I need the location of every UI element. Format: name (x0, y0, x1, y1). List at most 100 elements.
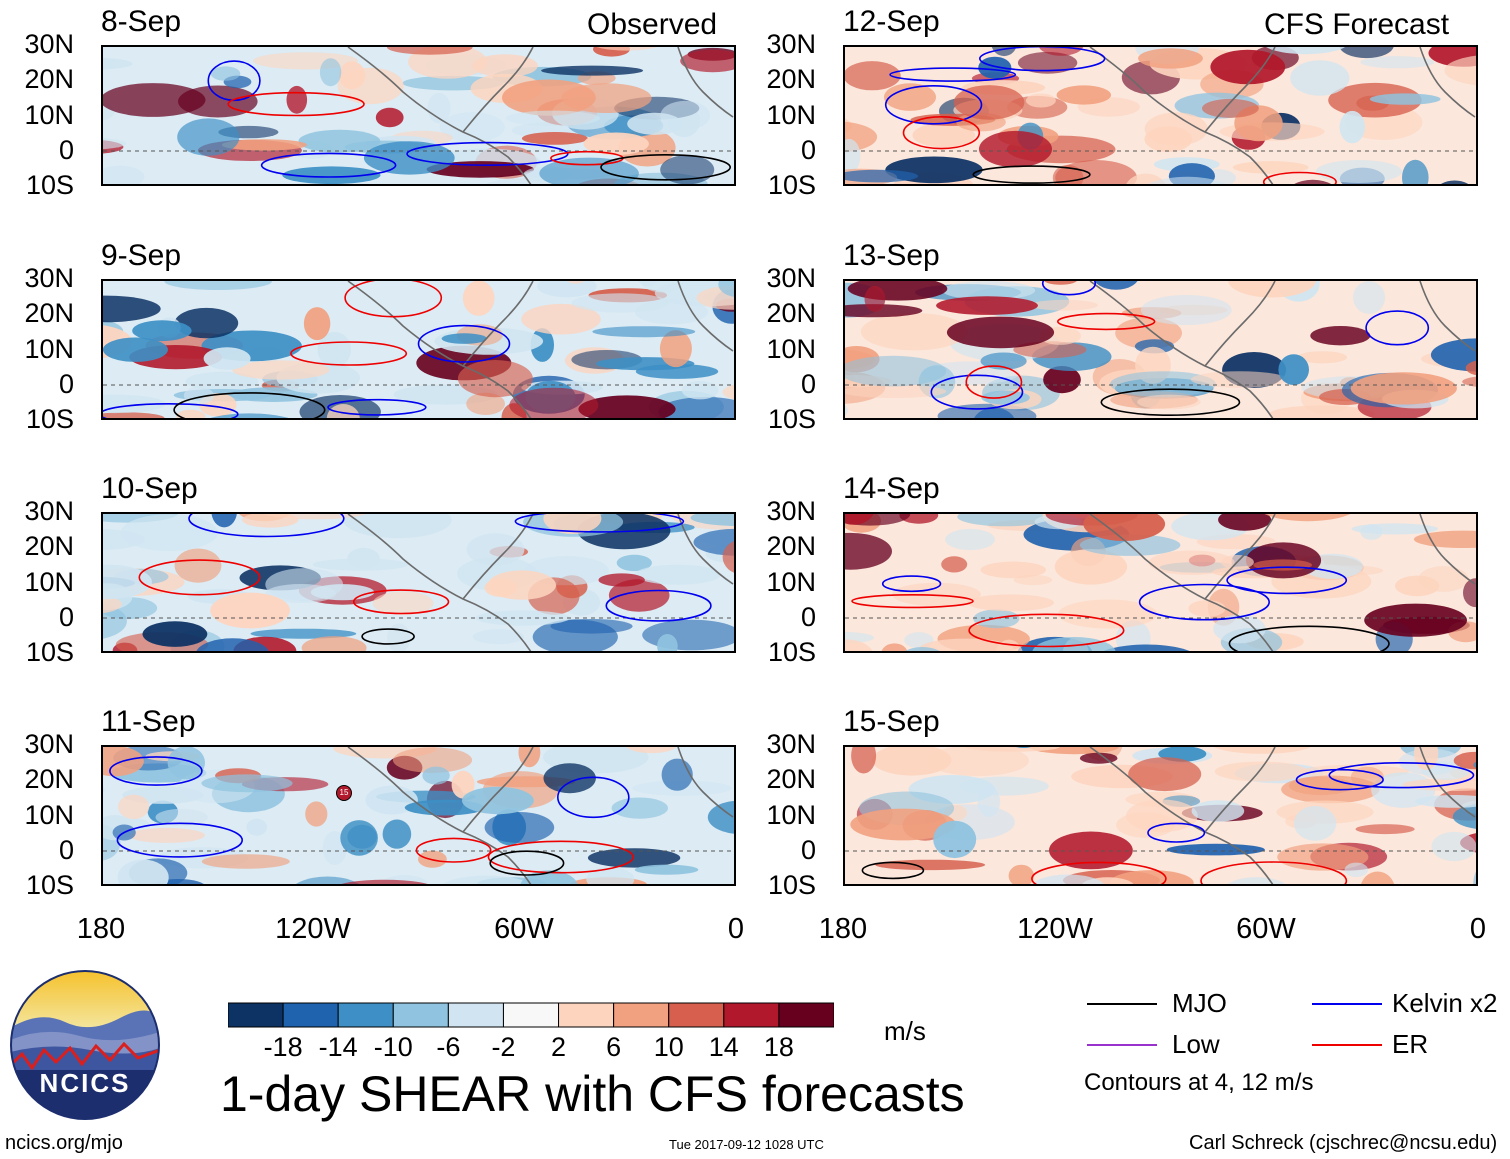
positive-shear-region (462, 281, 495, 316)
negative-shear-region (707, 800, 734, 834)
negative-shear-region (1213, 614, 1266, 644)
mjo-contour (361, 628, 415, 645)
er-contour (227, 91, 365, 117)
y-tick-label: 10S (767, 170, 816, 200)
negative-shear-region (661, 758, 693, 791)
negative-shear-region (210, 66, 241, 81)
positive-shear-region (912, 123, 976, 148)
y-tick-label: 20N (766, 64, 816, 94)
website-link[interactable]: ncics.org/mjo (5, 1132, 123, 1154)
positive-shear-region (1462, 376, 1476, 387)
negative-shear-region (246, 818, 267, 836)
positive-shear-region (845, 639, 873, 651)
y-tick-label: 10N (24, 334, 74, 364)
negative-shear-region (690, 514, 734, 526)
kelvin-contour (1147, 822, 1206, 843)
positive-shear-region (884, 83, 936, 111)
x-tick-label: 0 (727, 913, 745, 945)
er-contour (138, 559, 261, 596)
y-tick-label: 0 (58, 835, 74, 865)
positive-shear-region (578, 395, 676, 418)
positive-shear-region (936, 296, 1038, 315)
negative-shear-region (117, 859, 169, 884)
positive-shear-region (946, 316, 1055, 349)
coastline (1089, 47, 1476, 184)
positive-shear-region (263, 514, 367, 520)
negative-shear-region (957, 514, 1053, 527)
positive-shear-region (941, 556, 968, 573)
kelvin-contour (207, 60, 261, 102)
negative-shear-region (1415, 795, 1476, 808)
positive-shear-region (1413, 530, 1476, 548)
positive-shear-region (1444, 55, 1476, 86)
y-tick-label: 0 (58, 135, 74, 165)
er-contour (352, 589, 450, 615)
negative-shear-region (1032, 637, 1116, 651)
shear-heatmap (103, 281, 734, 418)
positive-shear-region (221, 139, 307, 151)
y-tick-label: 10S (25, 170, 74, 200)
negative-shear-region (462, 786, 534, 815)
positive-shear-region (1214, 761, 1308, 782)
mjo-contour (972, 165, 1091, 184)
timestamp: Tue 2017-09-12 1028 UTC (669, 1137, 824, 1152)
colorbar-segment (668, 1002, 725, 1028)
negative-shear-region (660, 155, 715, 184)
positive-shear-region (598, 573, 645, 587)
y-tick-label: 0 (800, 602, 816, 632)
positive-shear-region (457, 360, 533, 398)
negative-shear-region (142, 621, 208, 647)
positive-shear-region (1463, 578, 1476, 608)
shear-heatmap (845, 514, 1476, 651)
negative-shear-region (422, 766, 450, 785)
colorbar-tick-label: 6 (606, 1032, 622, 1062)
positive-shear-region (561, 83, 652, 113)
panel-date-label: 9-Sep (101, 239, 182, 272)
positive-shear-region (1054, 549, 1128, 585)
colorbar-tick-label: -6 (436, 1032, 461, 1062)
negative-shear-region (120, 514, 218, 551)
negative-shear-region (1369, 93, 1441, 105)
colorbar-tick-label: -14 (318, 1032, 358, 1062)
positive-shear-region (1058, 599, 1158, 629)
positive-shear-region (543, 514, 602, 534)
negative-shear-region (634, 564, 721, 585)
map-panel (101, 512, 736, 653)
positive-shear-region (472, 54, 538, 78)
positive-shear-region (1049, 831, 1133, 870)
positive-shear-region (845, 514, 874, 525)
positive-shear-region (1043, 366, 1081, 394)
negative-shear-region (340, 820, 378, 856)
er-contour (1200, 861, 1348, 884)
er-contour (968, 613, 1125, 648)
negative-shear-region (1452, 804, 1476, 829)
positive-shear-region (408, 47, 487, 79)
positive-shear-region (1418, 566, 1469, 592)
y-tick-label: 10S (767, 637, 816, 667)
y-tick-label: 10N (24, 100, 74, 130)
colorbar-segment (723, 1002, 780, 1028)
negative-shear-region (1191, 800, 1245, 822)
er-contour (902, 115, 981, 150)
y-tick-label: 30N (24, 496, 74, 526)
negative-shear-region (845, 405, 848, 416)
er-contour (965, 365, 1023, 399)
positive-shear-region (253, 52, 358, 70)
y-tick-label: 20N (24, 531, 74, 561)
positive-shear-region (860, 313, 968, 351)
observed-header: Observed (587, 8, 718, 41)
y-tick-label: 20N (766, 531, 816, 561)
positive-shear-region (1083, 514, 1166, 541)
negative-shear-region (537, 281, 597, 298)
negative-shear-region (347, 547, 380, 569)
shear-heatmap (103, 47, 734, 184)
negative-shear-region (634, 864, 699, 875)
positive-shear-region (1213, 747, 1311, 754)
positive-shear-region (375, 107, 404, 128)
positive-shear-region (1232, 161, 1309, 174)
er-contour (1031, 861, 1167, 884)
positive-shear-region (722, 384, 734, 400)
shear-heatmap (845, 47, 1476, 184)
negative-shear-region (177, 118, 240, 156)
kelvin-contour (116, 822, 244, 858)
